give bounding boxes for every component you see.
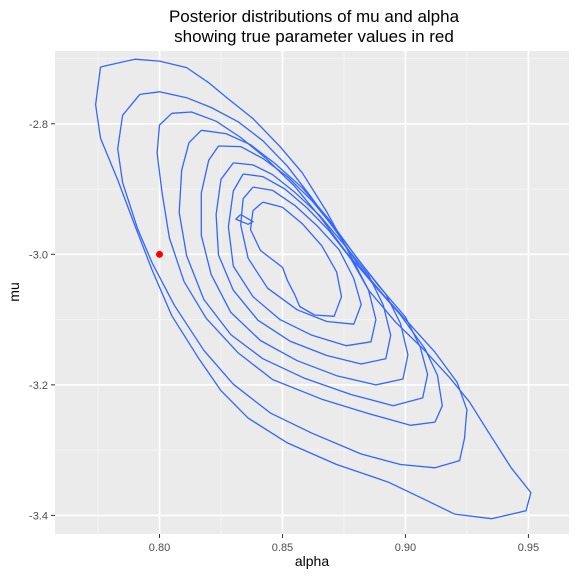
y-axis-title: mu bbox=[6, 282, 22, 301]
true-parameter-point bbox=[156, 250, 164, 258]
x-tick-label: 0.80 bbox=[149, 542, 170, 554]
y-axis: -3.4 -3.2 -3.0 -2.8 bbox=[29, 119, 55, 522]
contour-layer bbox=[94, 58, 532, 520]
contour-line-level-9 bbox=[249, 201, 343, 317]
chart-title-line-1: Posterior distributions of mu and alpha bbox=[169, 7, 460, 26]
y-tick-label: -3.4 bbox=[29, 510, 48, 522]
contour-line-level-7 bbox=[227, 173, 377, 347]
y-tick-label: -2.8 bbox=[29, 119, 48, 131]
y-tick-label: -3.2 bbox=[29, 380, 48, 392]
contour-line-level-4 bbox=[178, 129, 429, 407]
y-tick-label: -3.0 bbox=[29, 249, 48, 261]
x-tick-label: 0.90 bbox=[395, 542, 416, 554]
contour-line-level-6 bbox=[215, 162, 392, 365]
x-tick-label: 0.95 bbox=[518, 542, 539, 554]
x-axis: 0.80 0.85 0.90 0.95 bbox=[149, 534, 539, 554]
contour-line-level-5 bbox=[200, 145, 409, 386]
contour-line-level-8 bbox=[240, 186, 362, 325]
contour-line-level-10 bbox=[235, 213, 254, 225]
contour-line-level-2 bbox=[117, 91, 468, 469]
contour-line-level-3 bbox=[156, 111, 443, 426]
contour-line-level-1 bbox=[94, 58, 532, 520]
chart-title-line-2: showing true parameter values in red bbox=[174, 27, 454, 46]
x-tick-label: 0.85 bbox=[272, 542, 293, 554]
x-axis-title: alpha bbox=[295, 553, 329, 569]
